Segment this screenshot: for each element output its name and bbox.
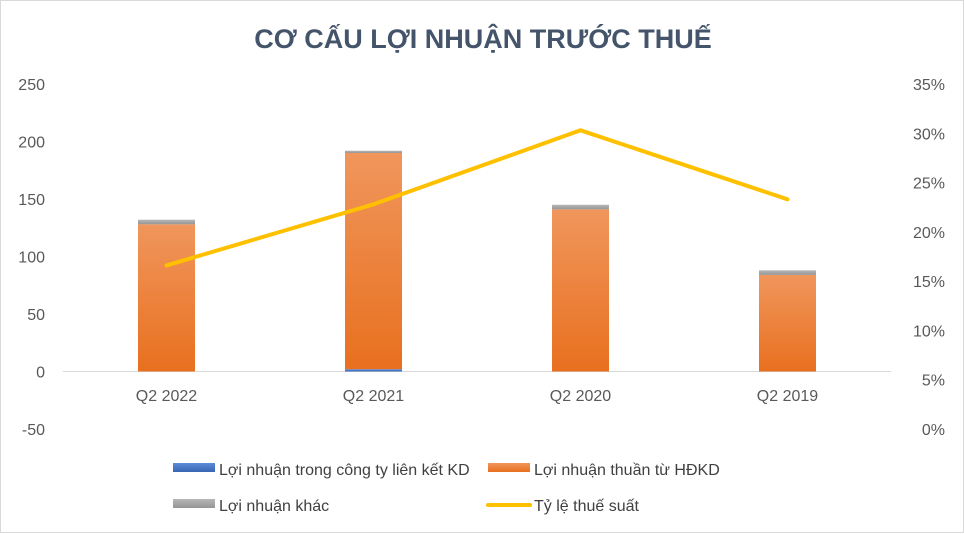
category-label: Q2 2021 xyxy=(343,388,404,405)
right-tick-label: 5% xyxy=(922,373,945,390)
right-tick-label: 10% xyxy=(913,323,945,340)
tax-rate-line-group xyxy=(164,128,790,268)
bar-segment xyxy=(345,153,402,370)
right-tick-label: 20% xyxy=(913,225,945,242)
bar-segment xyxy=(345,150,402,153)
left-tick-label: 100 xyxy=(18,250,45,267)
bar-segment xyxy=(552,209,609,372)
legend-label: Tỷ lệ thuế suất xyxy=(534,498,640,515)
legend-label: Lợi nhuận trong công ty liên kết KD xyxy=(219,462,470,479)
bar-segment xyxy=(138,219,195,225)
category-label: Q2 2019 xyxy=(757,388,818,405)
bars-group xyxy=(138,150,816,372)
bar-segment xyxy=(138,224,195,372)
left-tick-label: 50 xyxy=(27,307,45,324)
right-tick-label: 35% xyxy=(913,77,945,94)
legend-label: Lợi nhuận thuần từ HĐKD xyxy=(534,462,720,479)
right-tick-label: 0% xyxy=(922,422,945,439)
legend-label: Lợi nhuận khác xyxy=(219,498,329,515)
left-tick-label: 200 xyxy=(18,135,45,152)
legend: Lợi nhuận trong công ty liên kết KD Lợi n… xyxy=(173,462,720,515)
left-tick-label: 150 xyxy=(18,192,45,209)
left-tick-label: 250 xyxy=(18,77,45,94)
bar-segment xyxy=(759,270,816,275)
bar-segment xyxy=(759,274,816,372)
bar-segment xyxy=(345,369,402,372)
legend-swatch xyxy=(173,463,215,472)
right-tick-label: 30% xyxy=(913,126,945,143)
category-labels: Q2 2022 Q2 2021 Q2 2020 Q2 2019 xyxy=(136,388,818,405)
category-label: Q2 2022 xyxy=(136,388,197,405)
category-label: Q2 2020 xyxy=(550,388,611,405)
legend-swatch xyxy=(173,499,215,508)
chart-title: CƠ CẤU LỢI NHUẬN TRƯỚC THUẾ xyxy=(254,23,711,54)
tax-rate-line xyxy=(164,128,790,268)
left-axis: 250 200 150 100 50 0 -50 xyxy=(18,77,45,439)
left-tick-label: -50 xyxy=(22,422,45,439)
bar-segment xyxy=(552,204,609,210)
right-tick-label: 25% xyxy=(913,176,945,193)
right-tick-label: 15% xyxy=(913,274,945,291)
right-axis: 35% 30% 25% 20% 15% 10% 5% 0% xyxy=(913,77,945,439)
left-tick-label: 0 xyxy=(36,365,45,382)
legend-swatch xyxy=(488,463,530,472)
